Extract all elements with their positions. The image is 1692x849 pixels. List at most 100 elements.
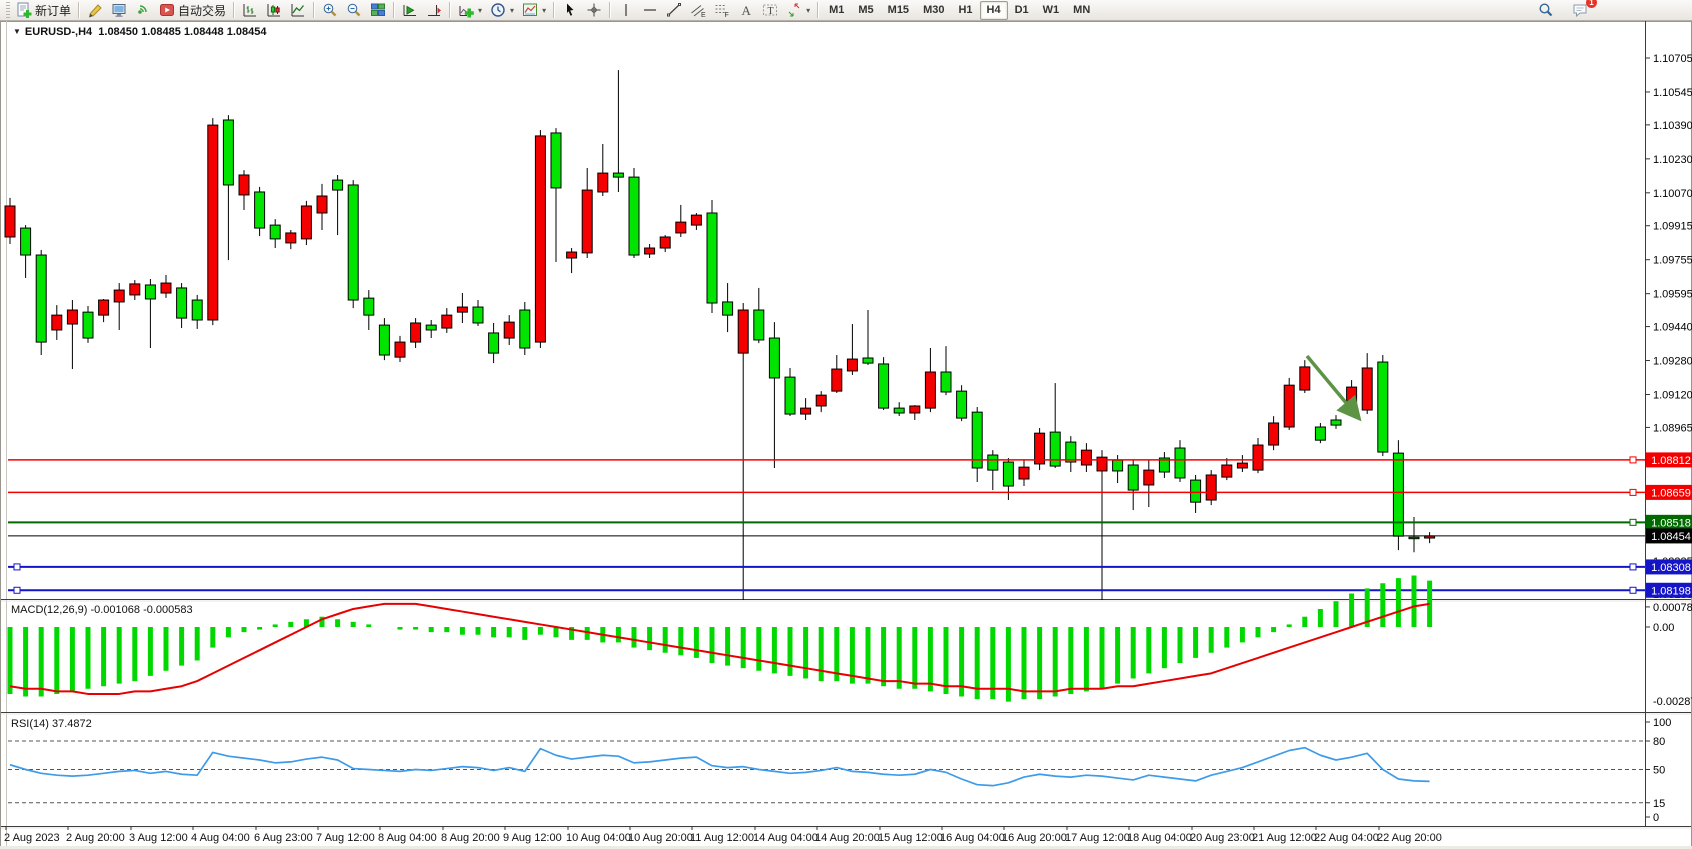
svg-text:A: A bbox=[742, 3, 752, 18]
candle bbox=[815, 394, 827, 407]
arrow-annotation[interactable] bbox=[1305, 354, 1362, 422]
candle bbox=[846, 358, 858, 372]
timeframe-button-m5[interactable]: M5 bbox=[858, 3, 874, 16]
candle bbox=[222, 119, 234, 186]
candle bbox=[1002, 461, 1014, 487]
metaeditor-button[interactable] bbox=[107, 0, 131, 21]
candle bbox=[1112, 459, 1124, 472]
auto-scroll-button[interactable] bbox=[398, 0, 422, 21]
timeframe-button-m1[interactable]: M1 bbox=[829, 3, 845, 16]
candle bbox=[316, 195, 328, 214]
candle bbox=[519, 309, 531, 349]
toolbar-separator bbox=[817, 2, 820, 18]
toolbar-right-group: 1 bbox=[1534, 0, 1597, 21]
hline-button[interactable] bbox=[638, 0, 662, 21]
candle bbox=[160, 282, 172, 294]
search-button[interactable] bbox=[1534, 0, 1558, 21]
channel-button[interactable]: E bbox=[686, 0, 710, 21]
text-button[interactable]: A bbox=[734, 0, 758, 21]
vline-button[interactable] bbox=[614, 0, 638, 21]
dropdown-caret-icon[interactable]: ▾ bbox=[478, 5, 483, 15]
timeframe-button-w1[interactable]: W1 bbox=[1042, 3, 1060, 16]
chart-shift-button[interactable] bbox=[422, 0, 446, 21]
svg-text:0: 0 bbox=[1653, 812, 1659, 824]
trendline-button[interactable] bbox=[662, 0, 686, 21]
candle bbox=[1392, 452, 1404, 537]
timeframe-button-h1[interactable]: H1 bbox=[958, 3, 973, 16]
dropdown-caret-icon[interactable]: ▾ bbox=[510, 5, 515, 15]
candle bbox=[332, 179, 344, 191]
tile-windows-button[interactable] bbox=[366, 0, 390, 21]
candle-chart-button[interactable] bbox=[262, 0, 286, 21]
arrows-button[interactable]: ▾ bbox=[782, 0, 814, 21]
candle bbox=[1096, 456, 1108, 472]
candle bbox=[1236, 462, 1248, 469]
svg-text:8 Aug 20:00: 8 Aug 20:00 bbox=[441, 832, 500, 844]
candle bbox=[800, 407, 812, 415]
timeframe-button-m15[interactable]: M15 bbox=[887, 3, 910, 16]
new-order-button[interactable]: 新订单 bbox=[12, 0, 75, 21]
time-axis[interactable]: 2 Aug 2023 2 Aug 20:00 3 Aug 12:00 4 Aug 04… bbox=[4, 826, 1442, 844]
candle bbox=[862, 357, 874, 364]
zoom-out-icon bbox=[347, 3, 361, 17]
indicators-button[interactable]: ▾ bbox=[454, 0, 486, 21]
zoom-out-button[interactable] bbox=[342, 0, 366, 21]
collapse-triangle-icon[interactable]: ▼ bbox=[13, 27, 21, 36]
candle bbox=[347, 184, 359, 301]
text-label-button[interactable]: T bbox=[758, 0, 782, 21]
svg-text:22 Aug 20:00: 22 Aug 20:00 bbox=[1377, 832, 1442, 844]
price-badge: 1.08518 bbox=[1646, 514, 1692, 530]
candle bbox=[191, 299, 203, 321]
svg-text:2 Aug 20:00: 2 Aug 20:00 bbox=[66, 832, 125, 844]
timeframe-button-mn[interactable]: MN bbox=[1073, 3, 1091, 16]
candle bbox=[1268, 422, 1280, 446]
candle bbox=[144, 284, 156, 300]
periods-button[interactable]: ▾ bbox=[486, 0, 518, 21]
rsi-indicator-label: RSI(14) 37.4872 bbox=[11, 718, 92, 730]
candle bbox=[737, 309, 749, 354]
toolbar-separator bbox=[449, 2, 452, 18]
signals-button[interactable] bbox=[131, 0, 155, 21]
autotrading-button[interactable]: 自动交易 bbox=[155, 0, 230, 21]
svg-text:1.08518: 1.08518 bbox=[1651, 517, 1691, 529]
dropdown-caret-icon[interactable]: ▾ bbox=[806, 5, 811, 15]
candle bbox=[363, 297, 375, 316]
toolbar-grip bbox=[6, 2, 10, 18]
dropdown-caret-icon[interactable]: ▾ bbox=[542, 5, 547, 15]
candle bbox=[378, 324, 390, 356]
crosshair-button[interactable] bbox=[582, 0, 606, 21]
chat-icon bbox=[1573, 4, 1587, 18]
chart-line-icon bbox=[291, 4, 305, 17]
line-chart-button[interactable] bbox=[286, 0, 310, 21]
candle bbox=[82, 311, 94, 339]
svg-text:1.09280: 1.09280 bbox=[1653, 356, 1692, 368]
timeframe-button-h4[interactable]: H4 bbox=[979, 0, 1008, 20]
macd-indicator-label: MACD(12,26,9) -0.001068 -0.000583 bbox=[11, 604, 193, 616]
templates-button[interactable]: ▾ bbox=[518, 0, 550, 21]
candle bbox=[722, 301, 734, 316]
svg-text:1.09120: 1.09120 bbox=[1653, 390, 1692, 402]
svg-text:E: E bbox=[701, 12, 706, 18]
candle bbox=[207, 124, 219, 321]
chat-button[interactable]: 1 bbox=[1568, 0, 1597, 21]
zoom-in-button[interactable] bbox=[318, 0, 342, 21]
svg-text:16 Aug 04:00: 16 Aug 04:00 bbox=[940, 832, 1005, 844]
svg-text:80: 80 bbox=[1653, 736, 1665, 748]
bar-chart-button[interactable] bbox=[238, 0, 262, 21]
svg-text:15: 15 bbox=[1653, 798, 1665, 810]
indicators-icon bbox=[459, 6, 474, 18]
price-badge: 1.08198 bbox=[1646, 582, 1692, 598]
candle bbox=[1330, 419, 1342, 426]
candle bbox=[20, 227, 32, 256]
cursor-button[interactable] bbox=[558, 0, 582, 21]
styles-button[interactable] bbox=[83, 0, 107, 21]
candle bbox=[956, 390, 968, 419]
text-icon: A bbox=[742, 3, 752, 18]
svg-text:100: 100 bbox=[1653, 717, 1671, 729]
svg-text:1.09915: 1.09915 bbox=[1653, 221, 1692, 233]
price-badge: 1.08454 bbox=[1646, 528, 1692, 544]
timeframe-button-d1[interactable]: D1 bbox=[1014, 3, 1029, 16]
fibo-button[interactable]: F bbox=[710, 0, 734, 21]
timeframe-button-m30[interactable]: M30 bbox=[923, 3, 945, 16]
hline-objects bbox=[8, 456, 1645, 594]
